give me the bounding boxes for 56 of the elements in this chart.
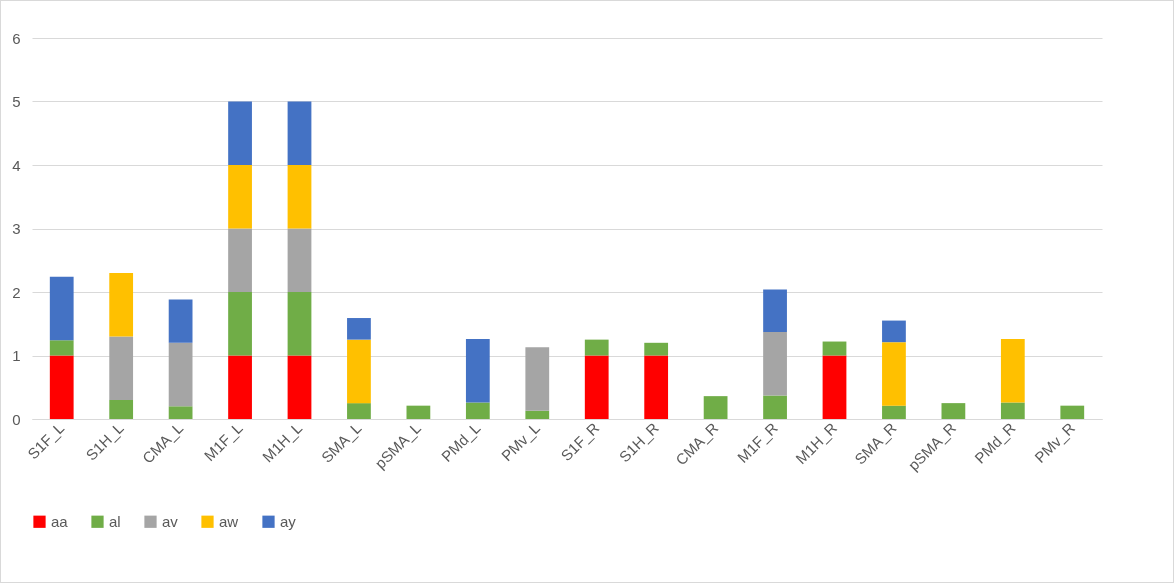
bar <box>406 405 431 419</box>
bar <box>228 228 252 292</box>
bar <box>228 165 252 229</box>
bar <box>287 355 312 419</box>
y-tick-label: 2 <box>12 283 21 301</box>
bar <box>168 342 193 407</box>
bar <box>465 402 490 419</box>
bar <box>109 272 134 337</box>
y-tick-label: 6 <box>12 29 21 47</box>
y-tick-label: 5 <box>12 93 21 110</box>
bar <box>525 347 550 411</box>
bar <box>882 405 906 419</box>
y-tick-label: 4 <box>12 156 21 174</box>
bar <box>763 332 787 396</box>
bar <box>287 292 312 356</box>
bar <box>1000 338 1025 403</box>
bar <box>1060 405 1085 419</box>
legend-label: al <box>109 512 121 530</box>
bar <box>49 340 74 356</box>
bar <box>703 396 728 419</box>
bar <box>882 320 906 343</box>
bar <box>822 341 847 356</box>
bar <box>584 339 609 356</box>
bar <box>525 410 550 419</box>
bar <box>941 403 966 419</box>
bar <box>287 228 312 292</box>
bar <box>168 406 193 419</box>
bar <box>822 355 847 419</box>
bar <box>228 101 252 165</box>
bar <box>347 403 371 419</box>
bar <box>49 355 74 419</box>
bar <box>168 299 193 343</box>
bar <box>287 101 312 165</box>
bar <box>109 399 134 419</box>
bar <box>644 342 669 356</box>
y-tick-label: 3 <box>12 220 21 237</box>
y-tick-label: 0 <box>12 410 21 428</box>
bar <box>228 355 252 419</box>
bar <box>347 339 371 404</box>
bar <box>465 338 490 403</box>
legend-label: ay <box>280 512 297 530</box>
legend-label: av <box>162 512 179 530</box>
bar <box>584 355 609 419</box>
y-tick-label: 1 <box>12 347 21 364</box>
bar <box>882 342 906 406</box>
bar <box>1000 402 1025 419</box>
bar <box>347 318 371 340</box>
legend-label: aw <box>219 512 239 530</box>
bar <box>763 289 787 333</box>
bar <box>228 292 252 356</box>
bar <box>644 355 669 419</box>
bar <box>109 336 134 400</box>
legend-label: aa <box>51 512 69 530</box>
bar <box>763 395 787 419</box>
bar <box>49 276 74 341</box>
bar <box>287 165 312 229</box>
